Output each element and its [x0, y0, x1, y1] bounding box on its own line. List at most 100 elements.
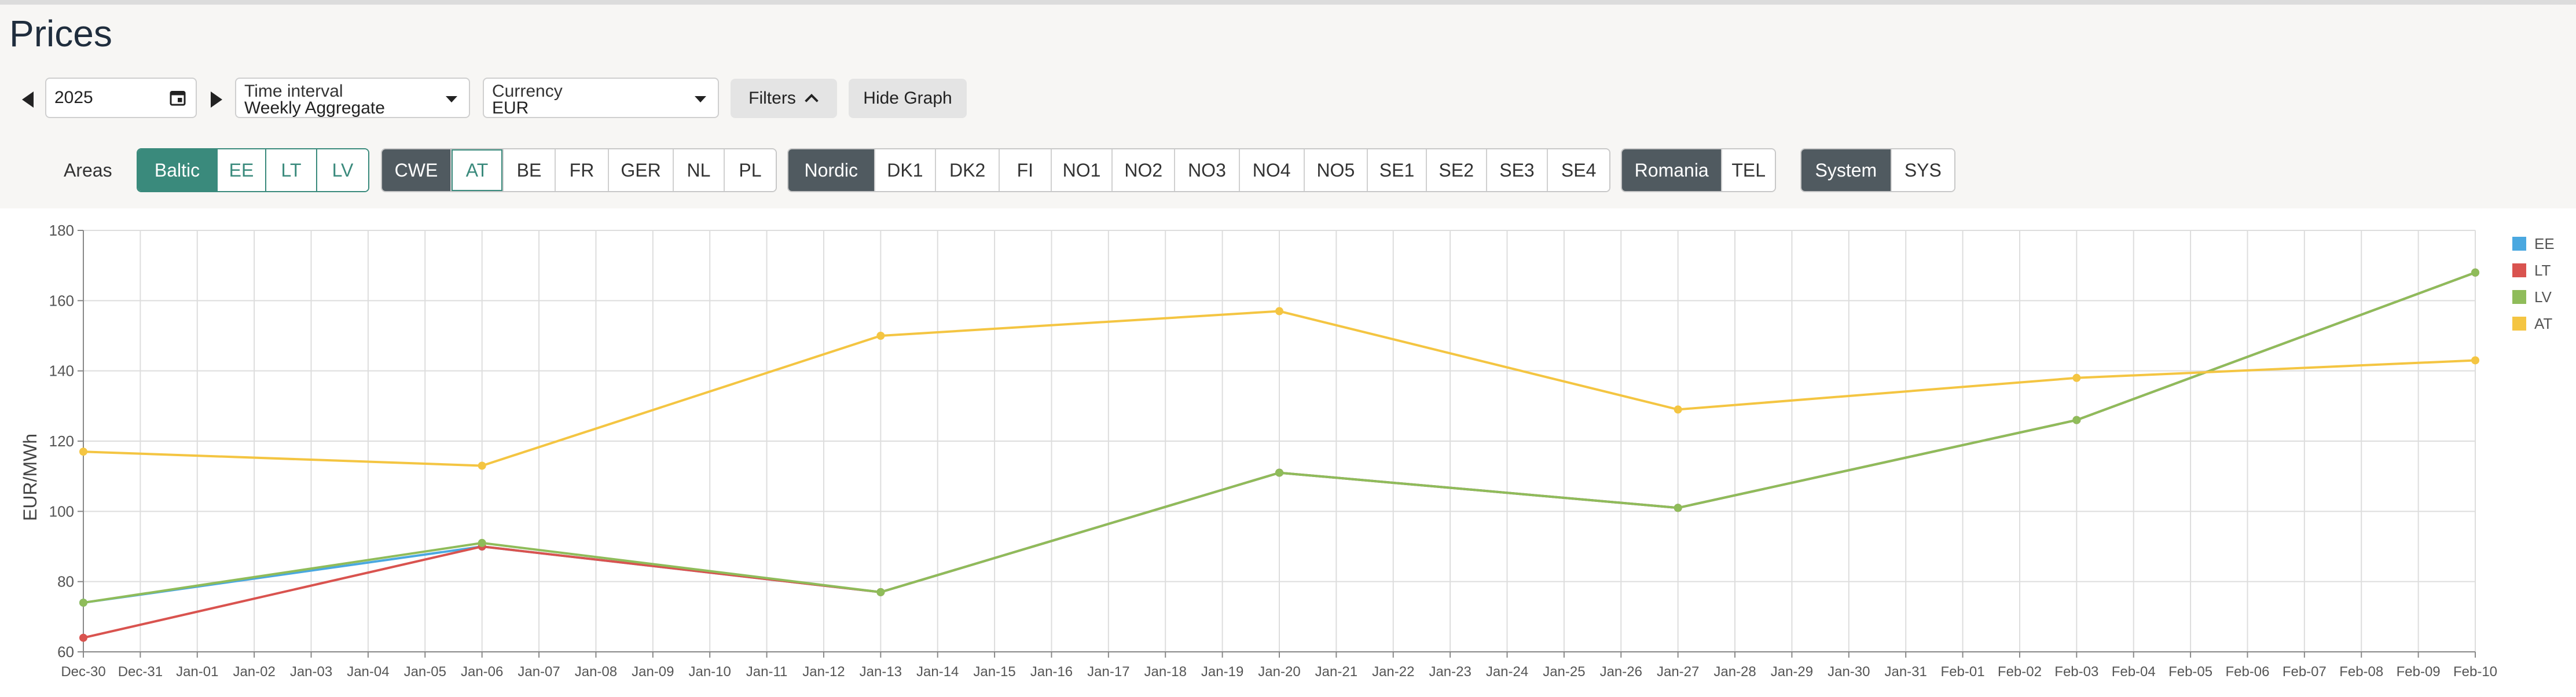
- price-chart: Dec-30 Dec-31 Jan-01 Jan-02 Jan-03 Jan-04 Jan-…: [0, 208, 2576, 697]
- x-tick-label: Jan-09: [632, 664, 674, 680]
- area-button-no2[interactable]: NO2: [1113, 149, 1176, 191]
- area-button-no5[interactable]: NO5: [1304, 149, 1368, 191]
- area-button-ger[interactable]: GER: [609, 149, 674, 191]
- area-button-dk1[interactable]: DK1: [875, 149, 937, 191]
- chevron-down-icon: [695, 96, 706, 102]
- area-button-lt[interactable]: LT: [266, 149, 317, 191]
- area-button-cwe[interactable]: CWE: [382, 149, 452, 191]
- area-button-sys[interactable]: SYS: [1891, 149, 1954, 191]
- x-tick-label: Jan-28: [1713, 664, 1756, 680]
- area-button-se1[interactable]: SE1: [1368, 149, 1427, 191]
- x-tick-label: Dec-30: [61, 664, 105, 680]
- x-tick-label: Jan-08: [575, 664, 617, 680]
- area-button-lv[interactable]: LV: [317, 149, 368, 191]
- next-year-button[interactable]: [205, 88, 228, 111]
- y-tick-label: 120: [49, 432, 74, 450]
- currency-select[interactable]: Currency EUR: [483, 78, 719, 118]
- legend-swatch-ee: [2512, 237, 2526, 251]
- data-point-lt: [79, 633, 87, 642]
- x-tick-label: Jan-30: [1828, 664, 1870, 680]
- legend-item-lt[interactable]: LT: [2512, 257, 2555, 284]
- area-group-system: System SYS: [1800, 148, 1955, 192]
- legend-item-ee[interactable]: EE: [2512, 230, 2555, 257]
- x-tick-label: Jan-17: [1087, 664, 1129, 680]
- hide-graph-label: Hide Graph: [863, 89, 952, 108]
- x-tick-label: Jan-23: [1429, 664, 1471, 680]
- area-button-system[interactable]: System: [1801, 149, 1892, 191]
- area-button-nordic[interactable]: Nordic: [788, 149, 875, 191]
- data-point-at: [876, 332, 885, 340]
- previous-year-button[interactable]: [16, 88, 39, 111]
- x-tick-label: Jan-02: [233, 664, 275, 680]
- legend-label-lv: LV: [2534, 288, 2552, 306]
- area-button-no1[interactable]: NO1: [1051, 149, 1113, 191]
- area-button-se4[interactable]: SE4: [1548, 149, 1609, 191]
- x-tick-label: Feb-07: [2283, 664, 2327, 680]
- area-button-nl[interactable]: NL: [674, 149, 725, 191]
- time-interval-select[interactable]: Time interval Weekly Aggregate: [235, 78, 470, 118]
- data-point-lv: [478, 538, 486, 547]
- x-tick-label: Jan-31: [1884, 664, 1927, 680]
- x-tick-label: Jan-25: [1543, 664, 1585, 680]
- legend-label-lt: LT: [2534, 261, 2551, 279]
- x-tick-label: Feb-06: [2225, 664, 2269, 680]
- area-group-cwe: CWE AT BE FR GER NL PL: [381, 148, 777, 192]
- legend-label-at: AT: [2534, 314, 2553, 332]
- x-tick-label: Jan-10: [688, 664, 731, 680]
- x-tick-label: Jan-21: [1315, 664, 1357, 680]
- legend-item-at[interactable]: AT: [2512, 310, 2555, 337]
- legend-item-lv[interactable]: LV: [2512, 284, 2555, 310]
- x-tick-label: Feb-01: [1941, 664, 1985, 680]
- area-button-romania[interactable]: Romania: [1622, 149, 1723, 191]
- data-point-at: [478, 461, 486, 470]
- x-tick-label: Feb-05: [2168, 664, 2212, 680]
- legend-swatch-lt: [2512, 263, 2526, 277]
- x-tick-label: Jan-29: [1771, 664, 1813, 680]
- hide-graph-button[interactable]: Hide Graph: [849, 79, 967, 118]
- filters-button[interactable]: Filters: [731, 79, 837, 118]
- y-tick-label: 60: [57, 643, 74, 661]
- x-tick-label: Jan-15: [973, 664, 1015, 680]
- x-tick-label: Jan-20: [1258, 664, 1300, 680]
- legend-swatch-lv: [2512, 290, 2526, 304]
- x-tick-label: Jan-06: [461, 664, 503, 680]
- y-tick-label: 140: [49, 362, 74, 380]
- page-title: Prices: [9, 13, 112, 54]
- area-button-se3[interactable]: SE3: [1487, 149, 1548, 191]
- area-button-ee[interactable]: EE: [218, 149, 266, 191]
- area-button-dk2[interactable]: DK2: [936, 149, 1000, 191]
- area-button-fr[interactable]: FR: [556, 149, 609, 191]
- currency-value: EUR: [492, 98, 529, 118]
- data-point-at: [1275, 307, 1283, 316]
- data-point-lv: [79, 599, 87, 607]
- area-group-nordic: Nordic DK1 DK2 FI NO1 NO2 NO3 NO4 NO5 SE…: [787, 148, 1610, 192]
- x-tick-label: Jan-19: [1201, 664, 1243, 680]
- x-tick-label: Feb-08: [2339, 664, 2383, 680]
- area-button-pl[interactable]: PL: [725, 149, 776, 191]
- area-button-tel[interactable]: TEL: [1722, 149, 1775, 191]
- top-shadow: [0, 0, 2576, 5]
- area-button-no4[interactable]: NO4: [1239, 149, 1305, 191]
- area-button-at[interactable]: AT: [452, 149, 504, 191]
- year-picker[interactable]: 2025: [45, 78, 197, 118]
- legend-swatch-at: [2512, 317, 2526, 331]
- area-button-be[interactable]: BE: [504, 149, 556, 191]
- x-tick-label: Feb-02: [1998, 664, 2042, 680]
- chevron-up-icon: [805, 94, 819, 102]
- data-point-at: [2471, 356, 2479, 365]
- area-button-no3[interactable]: NO3: [1175, 149, 1240, 191]
- line-chart: Dec-30 Dec-31 Jan-01 Jan-02 Jan-03 Jan-04 Jan-…: [49, 222, 2497, 680]
- x-tick-label: Jan-01: [176, 664, 218, 680]
- area-button-baltic[interactable]: Baltic: [138, 149, 218, 191]
- x-tick-label: Jan-03: [290, 664, 332, 680]
- chevron-down-icon: [446, 96, 457, 102]
- time-interval-value: Weekly Aggregate: [244, 98, 385, 118]
- x-tick-label: Jan-27: [1657, 664, 1699, 680]
- x-tick-label: Jan-26: [1600, 664, 1642, 680]
- caret-left-icon: [22, 91, 34, 108]
- x-tick-label: Jan-11: [746, 664, 788, 680]
- areas-label: Areas: [64, 160, 112, 181]
- area-button-se2[interactable]: SE2: [1426, 149, 1487, 191]
- area-button-fi[interactable]: FI: [999, 149, 1052, 191]
- calendar-icon[interactable]: [169, 89, 186, 107]
